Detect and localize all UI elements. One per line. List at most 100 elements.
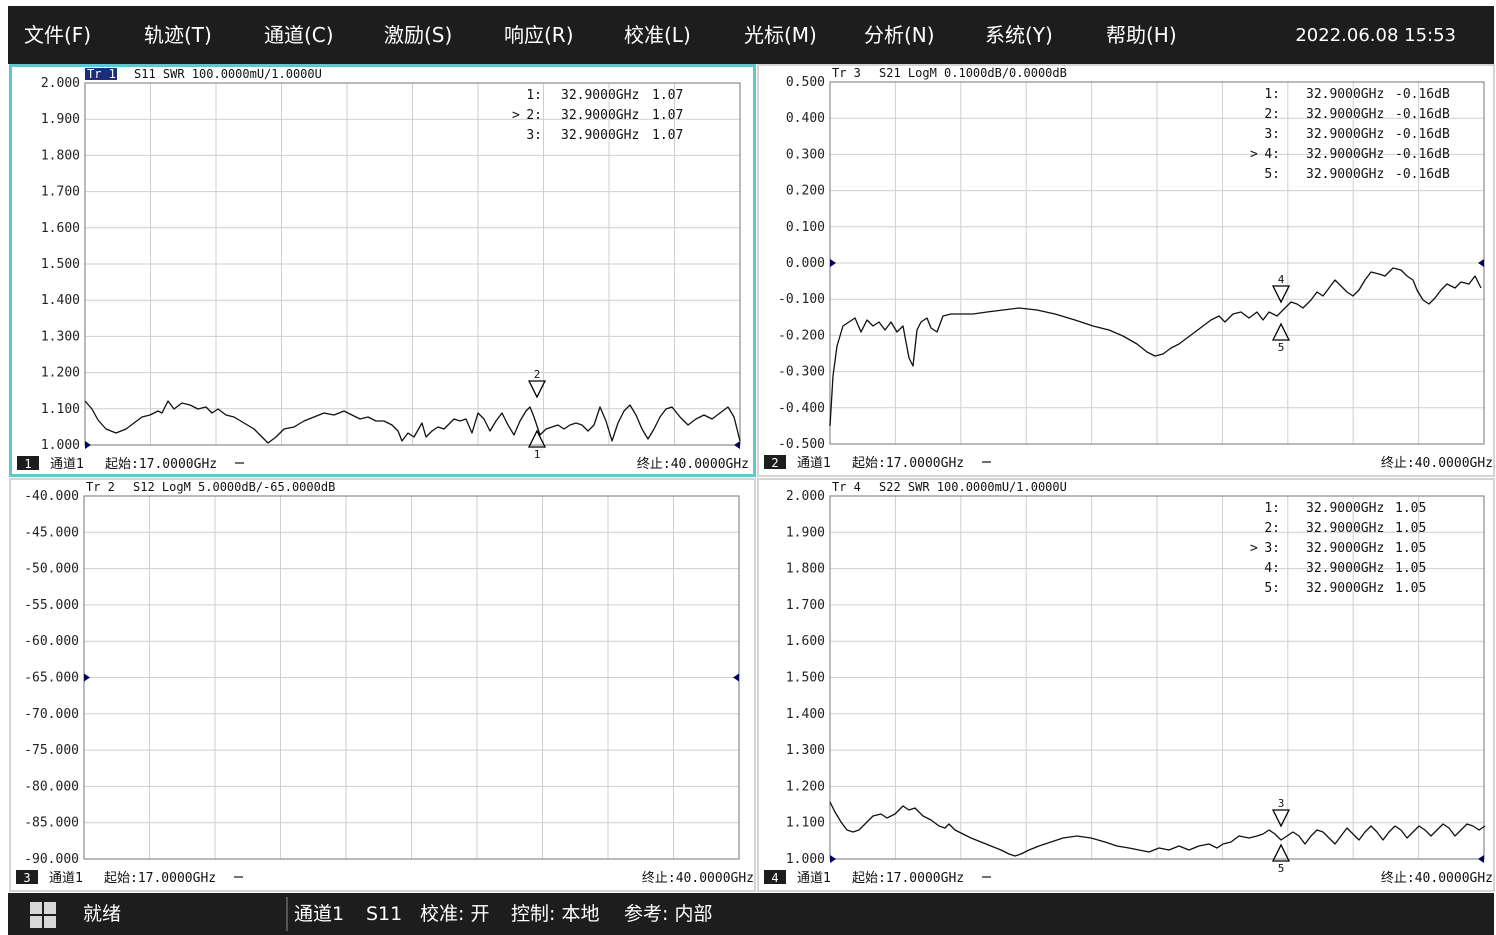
menu-marker[interactable]: 光标(M) [744, 23, 817, 47]
y-tick-label: 0.200 [786, 184, 825, 199]
marker-triangle-icon[interactable] [1271, 285, 1291, 304]
channel-number-badge[interactable]: 1 [24, 457, 31, 471]
start-frequency[interactable]: 起始:17.0000GHz [852, 871, 964, 886]
marker-index[interactable]: 2: [526, 108, 542, 123]
trace-plot[interactable]: 0.500 0.400 0.300 0.200 0.100 0.000 -0.100 -0.2… [759, 66, 1493, 475]
y-tick-label: -50.000 [24, 562, 79, 577]
menu-channel[interactable]: 通道(C) [264, 23, 334, 47]
marker-index[interactable]: 2: [1264, 521, 1280, 536]
y-tick-label: 1.500 [41, 257, 80, 272]
marker-frequency: 32.9000GHz [1306, 541, 1384, 556]
trace-plot[interactable]: 2.000 1.900 1.800 1.700 1.600 1.500 1.400 1.300… [12, 67, 753, 474]
marker-index[interactable]: 1: [526, 88, 542, 103]
status-reference: 参考: 内部 [624, 903, 713, 925]
windows-logo-icon[interactable] [30, 902, 56, 928]
trace-badge[interactable]: Tr 1 [87, 67, 116, 81]
marker-index[interactable]: 2: [1264, 107, 1280, 122]
trace-plot[interactable]: 2.000 1.900 1.800 1.700 1.600 1.500 1.400 1.300… [759, 480, 1493, 890]
menu-stimulus[interactable]: 激励(S) [384, 23, 453, 47]
y-tick-label: 0.400 [786, 111, 825, 126]
marker-frequency: 32.9000GHz [1306, 581, 1384, 596]
marker-index[interactable]: 4: [1264, 561, 1280, 576]
marker-triangle-icon[interactable] [527, 429, 547, 448]
trace-plot[interactable]: -40.000 -45.000 -50.000 -55.000 -60.000 -65.0… [11, 480, 754, 890]
menu-analysis[interactable]: 分析(N) [864, 23, 935, 47]
measurement-trace[interactable] [829, 267, 1482, 427]
trace-panel-s11[interactable]: 2.000 1.900 1.800 1.700 1.600 1.500 1.400 1.300… [9, 64, 756, 477]
active-marker-indicator-icon: > [1250, 147, 1258, 162]
menu-calibration[interactable]: 校准(L) [624, 23, 691, 47]
marker-index[interactable]: 5: [1264, 167, 1280, 182]
trace-badge-bg [830, 67, 862, 79]
reference-arrow-left-icon [84, 673, 90, 682]
trace-title: S11 SWR 100.0000mU/1.0000U [134, 67, 322, 81]
marker-index[interactable]: 3: [526, 128, 542, 143]
stop-frequency[interactable]: 终止:40.0000GHz [1381, 870, 1493, 886]
start-frequency[interactable]: 起始:17.0000GHz [852, 456, 964, 471]
start-frequency[interactable]: 起始:17.0000GHz [104, 871, 216, 886]
status-divider [286, 897, 288, 931]
marker-frequency: 32.9000GHz [561, 108, 639, 123]
stop-frequency[interactable]: 终止:40.0000GHz [1381, 455, 1493, 471]
marker-frequency: 32.9000GHz [1306, 127, 1384, 142]
trace-panel-s21[interactable]: 0.500 0.400 0.300 0.200 0.100 0.000 -0.100 -0.2… [757, 64, 1495, 477]
reference-arrow-right-icon [1478, 855, 1484, 863]
trace-panel-s22[interactable]: 2.000 1.900 1.800 1.700 1.600 1.500 1.400 1.300… [757, 478, 1495, 892]
y-tick-label: 2.000 [41, 76, 80, 91]
marker-id-label: 5 [1278, 341, 1285, 354]
start-frequency[interactable]: 起始:17.0000GHz [105, 457, 217, 472]
trace-badge[interactable]: Tr 3 [832, 66, 861, 80]
trace-badge[interactable]: Tr 2 [86, 480, 115, 494]
marker-frequency: 32.9000GHz [561, 128, 639, 143]
marker-value: 1.05 [1395, 521, 1426, 536]
status-bar: 就绪 通道1 S11 校准: 开 控制: 本地 参考: 内部 [8, 893, 1494, 935]
marker-index[interactable]: 5: [1264, 581, 1280, 596]
stop-frequency[interactable]: 终止:40.0000GHz [642, 870, 754, 886]
status-parameter: S11 [366, 903, 403, 925]
marker-value: 1.07 [652, 108, 683, 123]
marker-triangle-icon[interactable] [1271, 809, 1291, 828]
y-tick-label: -65.000 [24, 671, 79, 686]
measurement-trace[interactable] [829, 801, 1486, 857]
menu-trace[interactable]: 轨迹(T) [144, 23, 212, 47]
channel-number-badge[interactable]: 3 [23, 871, 30, 885]
y-tick-label: 1.300 [41, 329, 80, 344]
channel-number-badge-bg [764, 455, 786, 469]
marker-value: -0.16dB [1395, 87, 1450, 102]
channel-number-badge[interactable]: 2 [771, 456, 778, 470]
marker-frequency: 32.9000GHz [1306, 501, 1384, 516]
channel-number-badge-bg [764, 870, 786, 884]
marker-triangle-icon[interactable] [1271, 843, 1291, 862]
trace-title: S21 LogM 0.1000dB/0.0000dB [879, 66, 1067, 80]
marker-value: 1.05 [1395, 541, 1426, 556]
y-tick-label: 1.200 [786, 779, 825, 794]
menu-file[interactable]: 文件(F) [24, 23, 92, 47]
marker-triangle-icon[interactable] [1271, 322, 1291, 341]
measurement-trace[interactable] [84, 400, 741, 444]
marker-index[interactable]: 3: [1264, 127, 1280, 142]
y-tick-label: -90.000 [24, 852, 79, 867]
marker-index[interactable]: 1: [1264, 87, 1280, 102]
trace-panel-s12[interactable]: -40.000 -45.000 -50.000 -55.000 -60.000 -65.0… [9, 478, 756, 892]
y-tick-label: -45.000 [24, 525, 79, 540]
menu-help[interactable]: 帮助(H) [1106, 23, 1177, 47]
channel-label: 通道1 [797, 871, 831, 886]
marker-triangle-icon[interactable] [527, 380, 547, 399]
trace-badge[interactable]: Tr 4 [832, 480, 861, 494]
marker-index[interactable]: 4: [1264, 147, 1280, 162]
menu-system[interactable]: 系统(Y) [985, 23, 1053, 47]
marker-index[interactable]: 1: [1264, 501, 1280, 516]
y-tick-label: -0.100 [778, 292, 825, 307]
stop-frequency[interactable]: 终止:40.0000GHz [637, 456, 749, 472]
marker-value: -0.16dB [1395, 107, 1450, 122]
menu-response[interactable]: 响应(R) [504, 23, 574, 47]
y-tick-label: 2.000 [786, 489, 825, 504]
y-tick-label: -75.000 [24, 743, 79, 758]
y-tick-label: 1.300 [786, 743, 825, 758]
y-tick-label: 1.000 [41, 438, 80, 453]
y-tick-label: -0.200 [778, 328, 825, 343]
channel-number-badge[interactable]: 4 [771, 871, 778, 885]
y-tick-label: 1.800 [41, 148, 80, 163]
plot-border [84, 82, 741, 446]
marker-index[interactable]: 3: [1264, 541, 1280, 556]
